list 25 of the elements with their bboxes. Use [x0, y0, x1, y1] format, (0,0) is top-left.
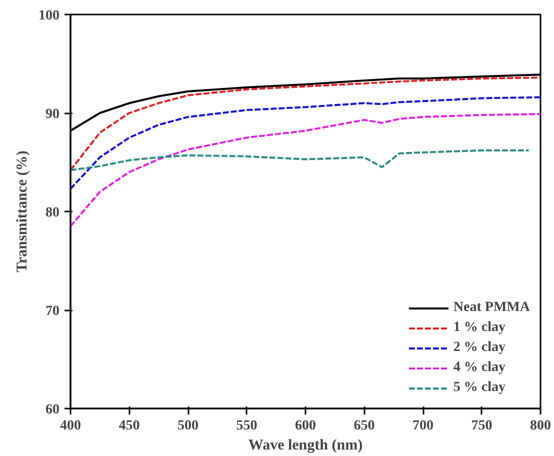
x-tick-label: 400	[60, 418, 81, 434]
legend-label: 2 % clay	[453, 340, 506, 356]
legend-label: 4 % clay	[453, 360, 506, 376]
x-axis-title: Wave length (nm)	[248, 438, 363, 454]
x-tick-label: 650	[354, 418, 375, 434]
y-tick-label: 70	[46, 304, 60, 319]
y-tick-label: 80	[46, 206, 60, 220]
x-tick-label: 450	[118, 418, 140, 434]
x-tick-label: 500	[178, 418, 198, 434]
line-series	[70, 96, 540, 190]
y-tick-label: 60	[46, 402, 60, 418]
y-axis-title: Transmittance (%)	[14, 150, 30, 272]
x-tick-label: 550	[236, 418, 258, 434]
x-tick-label: 600	[295, 418, 316, 434]
y-tick-label: 90	[46, 107, 60, 122]
y-tick-label: 100	[38, 8, 60, 24]
line-series	[70, 112, 540, 228]
legend-label: 5 % clay	[453, 380, 506, 396]
legend-label: 1 % clay	[453, 320, 506, 336]
x-tick-label: 700	[412, 418, 434, 434]
x-tick-label: 800	[530, 418, 551, 434]
line-series	[70, 149, 530, 172]
x-tick-label: 750	[471, 418, 492, 434]
legend-label: Neat PMMA	[453, 300, 530, 316]
line-series	[70, 76, 540, 172]
